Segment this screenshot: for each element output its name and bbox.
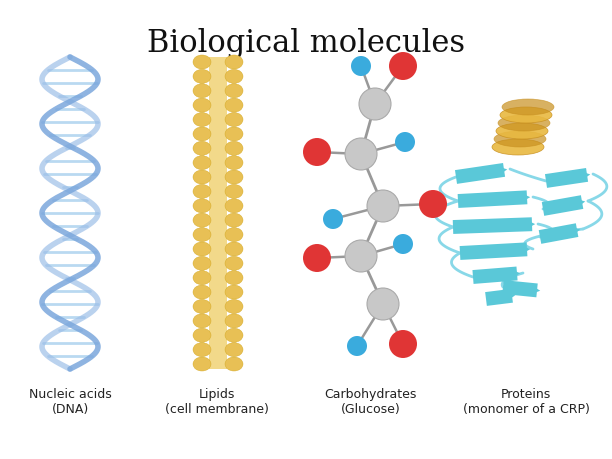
Ellipse shape (225, 128, 243, 141)
Ellipse shape (193, 56, 211, 70)
Ellipse shape (193, 329, 211, 342)
Circle shape (367, 190, 399, 223)
Text: Lipids
(cell membrane): Lipids (cell membrane) (165, 387, 269, 415)
Circle shape (367, 288, 399, 320)
Ellipse shape (193, 343, 211, 357)
Ellipse shape (225, 142, 243, 156)
Ellipse shape (225, 84, 243, 99)
Ellipse shape (193, 271, 211, 285)
Ellipse shape (225, 300, 243, 314)
Ellipse shape (225, 343, 243, 357)
Ellipse shape (193, 357, 211, 371)
Ellipse shape (225, 56, 243, 70)
Circle shape (303, 139, 331, 167)
Circle shape (303, 245, 331, 272)
Ellipse shape (193, 171, 211, 185)
Ellipse shape (225, 314, 243, 328)
Ellipse shape (193, 128, 211, 141)
Ellipse shape (193, 314, 211, 328)
Ellipse shape (225, 185, 243, 199)
Ellipse shape (193, 113, 211, 127)
FancyBboxPatch shape (209, 58, 227, 369)
Ellipse shape (500, 108, 552, 124)
Ellipse shape (193, 300, 211, 314)
Ellipse shape (193, 99, 211, 113)
Ellipse shape (502, 100, 554, 116)
Ellipse shape (225, 271, 243, 285)
Ellipse shape (225, 113, 243, 127)
Ellipse shape (225, 257, 243, 271)
Circle shape (345, 139, 377, 171)
Circle shape (393, 235, 413, 254)
Ellipse shape (193, 285, 211, 299)
Text: Biological molecules: Biological molecules (147, 28, 465, 59)
Circle shape (345, 241, 377, 272)
Ellipse shape (225, 214, 243, 228)
Ellipse shape (225, 285, 243, 299)
Ellipse shape (193, 84, 211, 99)
Ellipse shape (498, 116, 550, 132)
Circle shape (395, 133, 415, 153)
Circle shape (389, 330, 417, 358)
Ellipse shape (492, 140, 544, 156)
Circle shape (419, 190, 447, 218)
Ellipse shape (193, 157, 211, 170)
Ellipse shape (225, 171, 243, 185)
Ellipse shape (225, 157, 243, 170)
Ellipse shape (193, 142, 211, 156)
Circle shape (389, 53, 417, 81)
Ellipse shape (225, 70, 243, 84)
Text: Proteins
(monomer of a CRP): Proteins (monomer of a CRP) (463, 387, 590, 415)
Ellipse shape (225, 99, 243, 113)
Ellipse shape (193, 257, 211, 271)
Circle shape (323, 210, 343, 230)
Ellipse shape (225, 228, 243, 242)
Circle shape (359, 89, 391, 121)
Text: Nucleic acids
(DNA): Nucleic acids (DNA) (29, 387, 112, 415)
Ellipse shape (494, 132, 546, 148)
Ellipse shape (193, 242, 211, 257)
Ellipse shape (225, 199, 243, 213)
Ellipse shape (225, 329, 243, 342)
Circle shape (347, 336, 367, 356)
Circle shape (351, 57, 371, 77)
Ellipse shape (193, 228, 211, 242)
Ellipse shape (225, 357, 243, 371)
Ellipse shape (193, 185, 211, 199)
Ellipse shape (496, 124, 548, 140)
Ellipse shape (193, 199, 211, 213)
Text: Carbohydrates
(Glucose): Carbohydrates (Glucose) (324, 387, 416, 415)
Ellipse shape (225, 242, 243, 257)
Ellipse shape (193, 214, 211, 228)
Ellipse shape (193, 70, 211, 84)
